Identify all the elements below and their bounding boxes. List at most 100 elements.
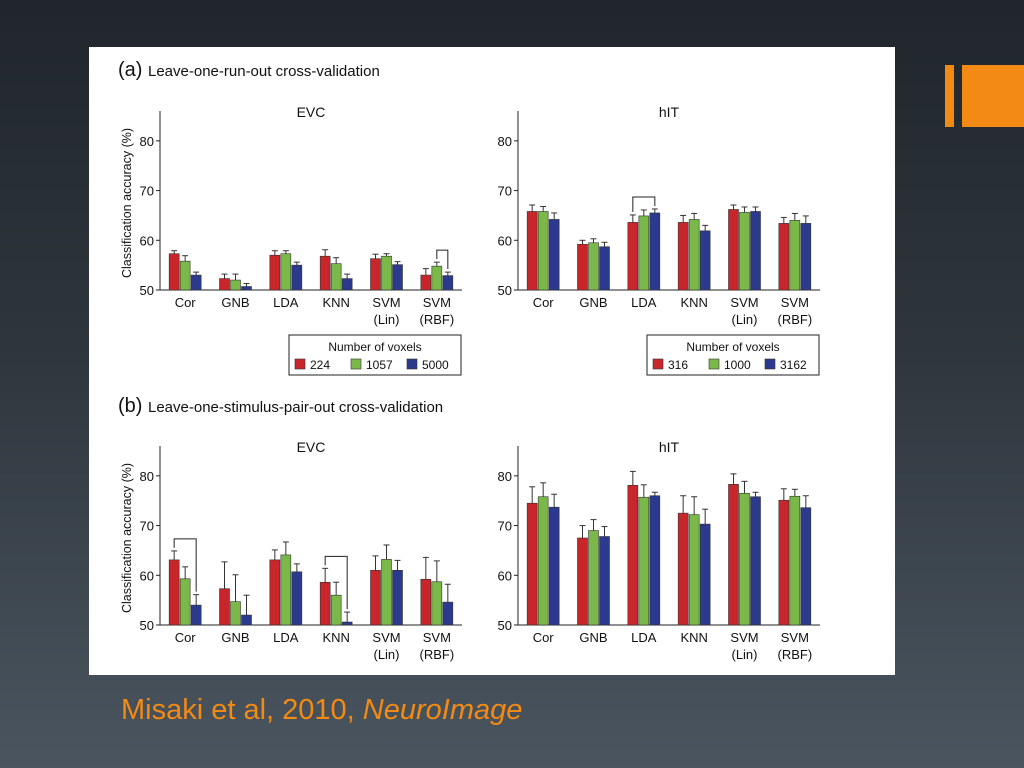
chart-1-y-tick-label: 80 <box>140 134 154 149</box>
chart-1-bar <box>381 255 392 291</box>
panel-a-heading: Leave-one-run-out cross-validation <box>148 63 380 80</box>
chart-1-category-label: Cor <box>175 295 197 310</box>
chart-2-bar <box>688 219 700 291</box>
chart-2-legend-swatch <box>708 358 720 370</box>
slide-accent-block <box>962 65 1024 127</box>
chart-2-category-label: SVM <box>730 295 758 310</box>
chart-3-category-label: SVM <box>372 630 400 645</box>
chart-4-bar <box>750 496 761 626</box>
chart-3-bar <box>431 581 443 626</box>
chart-2-bar <box>627 222 639 291</box>
chart-2-bar <box>800 223 812 291</box>
chart-4-bar <box>537 496 549 626</box>
chart-1-bar <box>341 278 353 291</box>
chart-1-bar <box>431 265 443 291</box>
chart-3-y-tick-label: 50 <box>140 618 154 633</box>
chart-1-title: EVC <box>297 104 326 120</box>
chart-2-title: hIT <box>659 104 680 120</box>
chart-1-bar <box>319 255 331 291</box>
chart-4-category-label: GNB <box>579 630 607 645</box>
chart-3-bar <box>341 621 353 626</box>
chart-3-bar <box>319 581 331 626</box>
chart-1-bar <box>219 278 230 291</box>
chart-3-title: EVC <box>297 439 326 455</box>
chart-4-bar <box>526 502 538 626</box>
citation-journal: NeuroImage <box>362 694 523 726</box>
chart-2-category-label: SVM <box>781 295 809 310</box>
chart-4-title: hIT <box>659 439 680 455</box>
chart-2-bar <box>750 211 761 291</box>
chart-3-bar <box>219 588 230 626</box>
chart-4-category-label: KNN <box>680 630 707 645</box>
chart-2-bar <box>526 211 538 291</box>
panel-b-label: (b) <box>118 395 142 417</box>
chart-1-bar <box>179 260 191 291</box>
chart-1-category-label: LDA <box>273 295 299 310</box>
chart-3-category-label: LDA <box>273 630 299 645</box>
chart-3-significance-bracket <box>324 555 348 610</box>
chart-1-bar <box>280 253 292 291</box>
chart-4-y-tick-label: 60 <box>498 568 512 583</box>
chart-1-category-label: SVM <box>372 295 400 310</box>
chart-4-bar <box>728 484 739 626</box>
chart-2-bar <box>699 230 711 291</box>
chart-4-bar <box>699 523 711 626</box>
chart-3-bar <box>381 559 392 626</box>
chart-2-legend-swatch <box>652 358 664 370</box>
chart-2-bar <box>577 243 588 291</box>
chart-4-category-label: (RBF) <box>777 647 812 662</box>
chart-2-bar <box>548 219 560 291</box>
chart-4-category-label: SVM <box>781 630 809 645</box>
chart-3-category-label: SVM <box>423 630 451 645</box>
chart-1-y-tick-label: 60 <box>140 233 154 248</box>
chart-2-category-label: LDA <box>631 295 657 310</box>
chart-3-category-label: Cor <box>175 630 197 645</box>
chart-1-bar <box>442 275 454 291</box>
chart-2-category-label: KNN <box>680 295 707 310</box>
chart-4-bar <box>577 537 588 626</box>
chart-2-bar <box>588 242 599 291</box>
chart-2-bar <box>537 211 549 291</box>
chart-3-bar <box>392 570 403 626</box>
chart-1-category-label: KNN <box>322 295 349 310</box>
chart-1-legend-swatch <box>294 358 306 370</box>
citation-text: Misaki et al, 2010, <box>121 694 363 726</box>
chart-4-category-label: (Lin) <box>731 647 757 662</box>
slide-accent-bar <box>945 65 954 127</box>
chart-2-bar <box>739 212 750 291</box>
chart-1-legend-box <box>288 334 462 376</box>
chart-2-bar <box>649 212 661 291</box>
chart-1-bar <box>190 274 202 291</box>
chart-3-y-tick-label: 70 <box>140 519 154 534</box>
chart-2-legend-label: 1000 <box>724 358 751 372</box>
chart-2-category-label: (Lin) <box>731 312 757 327</box>
chart-4-bar <box>688 514 700 626</box>
chart-1-category-label: GNB <box>221 295 249 310</box>
chart-2-significance-bracket <box>632 196 656 212</box>
chart-3-y-tick-label: 60 <box>140 568 154 583</box>
chart-3-bar <box>330 594 342 626</box>
chart-4-bar <box>548 506 560 626</box>
chart-3-bar <box>291 571 303 626</box>
chart-2-legend-title: Number of voxels <box>686 340 779 354</box>
chart-3-bar <box>442 601 454 626</box>
chart-1-bar <box>168 253 180 291</box>
chart-4-bar <box>588 530 599 626</box>
chart-4-bar <box>638 496 650 626</box>
chart-1-y-tick-label: 70 <box>140 184 154 199</box>
chart-3-y-tick-label: 80 <box>140 469 154 484</box>
chart-2-bar <box>778 223 790 291</box>
chart-2-legend-box <box>646 334 820 376</box>
chart-3-bar <box>179 578 191 626</box>
chart-1-category-label: SVM <box>423 295 451 310</box>
chart-2-y-tick-label: 50 <box>498 283 512 298</box>
chart-1-bar <box>392 264 403 291</box>
chart-3-bar <box>241 614 252 626</box>
chart-3-bar <box>230 601 241 626</box>
chart-2-y-tick-label: 60 <box>498 233 512 248</box>
chart-4-bar <box>739 492 750 626</box>
chart-3-bar <box>370 570 381 626</box>
chart-4-bar <box>800 507 812 626</box>
chart-3-bar <box>280 554 292 626</box>
chart-4-bar <box>649 495 661 626</box>
